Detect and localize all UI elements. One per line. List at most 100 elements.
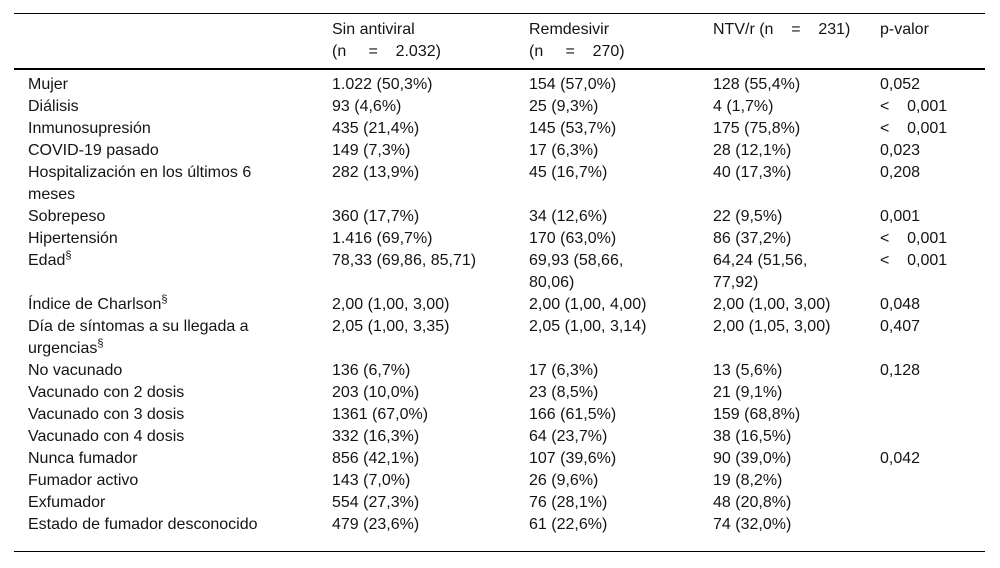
table-row: Hipertensión 1.416 (69,7%) 170 (63,0%) 86 (… xyxy=(14,228,985,250)
col-header-ntvr: NTV/r (n = 231) xyxy=(713,13,880,70)
cell-p-valor xyxy=(880,470,985,492)
row-label-text: Vacunado con 3 dosis xyxy=(28,406,185,423)
cell-remdesivir: 26 (9,6%) xyxy=(529,472,599,489)
cell-p-valor: 0,001 xyxy=(880,208,921,225)
table-row: No vacunado 136 (6,7%) 17 (6,3%) 13 (5,6%) 0… xyxy=(14,360,985,382)
cell-remdesivir: 17 (6,3%) xyxy=(529,142,599,159)
cell-sin-antiviral: 203 (10,0%) xyxy=(332,384,420,401)
cell-sin-antiviral: 136 (6,7%) xyxy=(332,362,411,379)
row-label-text: Vacunado con 4 dosis xyxy=(28,428,185,445)
cell-p-valor xyxy=(880,492,985,514)
cell-sin-antiviral: 479 (23,6%) xyxy=(332,516,420,533)
row-label: Vacunado con 3 dosis xyxy=(14,404,332,426)
row-label: Sobrepeso xyxy=(14,206,332,228)
cell-sin-antiviral: 143 (7,0%) xyxy=(332,472,411,489)
cell-sin-antiviral: 435 (21,4%) xyxy=(332,120,420,137)
cell-sin-antiviral: 1.416 (69,7%) xyxy=(332,230,433,247)
baseline-characteristics-table: Sin antiviral (n = 2.032) Remdesivir (n … xyxy=(14,13,985,552)
cell-remdesivir: 170 (63,0%) xyxy=(529,230,617,247)
cell-ntvr: 48 (20,8%) xyxy=(713,494,792,511)
cell-p-valor: < 0,001 xyxy=(880,120,948,137)
row-label-text: Hospitalización en los últimos 6 meses xyxy=(28,164,256,203)
cell-ntvr: 22 (9,5%) xyxy=(713,208,783,225)
table-container: Sin antiviral (n = 2.032) Remdesivir (n … xyxy=(14,13,985,552)
cell-ntvr: 128 (55,4%) xyxy=(713,76,801,93)
cell-remdesivir: 25 (9,3%) xyxy=(529,98,599,115)
cell-ntvr: 38 (16,5%) xyxy=(713,428,792,445)
table-row: COVID-19 pasado 149 (7,3%) 17 (6,3%) 28 (12… xyxy=(14,140,985,162)
cell-ntvr: 4 (1,7%) xyxy=(713,98,774,115)
cell-remdesivir: 2,00 (1,00, 4,00) xyxy=(529,296,647,313)
cell-p-valor xyxy=(880,382,985,404)
section-symbol: § xyxy=(97,337,104,350)
table-body: Mujer 1.022 (50,3%) 154 (57,0%) 128 (55,4%)… xyxy=(14,69,985,552)
table-row: Vacunado con 4 dosis 332 (16,3%) 64 (23,7%… xyxy=(14,426,985,448)
cell-sin-antiviral: 1361 (67,0%) xyxy=(332,406,429,423)
cell-sin-antiviral: 93 (4,6%) xyxy=(332,98,402,115)
table-row: Hospitalización en los últimos 6 meses 28… xyxy=(14,162,985,206)
cell-remdesivir: 64 (23,7%) xyxy=(529,428,608,445)
cell-sin-antiviral: 360 (17,7%) xyxy=(332,208,420,225)
cell-ntvr: 40 (17,3%) xyxy=(713,164,792,181)
row-label: Edad§ xyxy=(14,250,332,294)
table-row: Vacunado con 3 dosis 1361 (67,0%) 166 (61,… xyxy=(14,404,985,426)
table-row: Inmunosupresión 435 (21,4%) 145 (53,7%) 175… xyxy=(14,118,985,140)
cell-p-valor: < 0,001 xyxy=(880,98,948,115)
table-row: Sobrepeso 360 (17,7%) 34 (12,6%) 22 (9,5%) 0… xyxy=(14,206,985,228)
col-header-sin-antiviral: Sin antiviral (n = 2.032) xyxy=(332,13,529,70)
cell-sin-antiviral: 2,05 (1,00, 3,35) xyxy=(332,318,450,335)
cell-ntvr: 19 (8,2%) xyxy=(713,472,783,489)
cell-p-valor xyxy=(880,404,985,426)
row-label-text: Edad xyxy=(28,252,66,269)
cell-p-valor: 0,208 xyxy=(880,164,921,181)
table-row: Fumador activo 143 (7,0%) 26 (9,6%) 19 (8,2… xyxy=(14,470,985,492)
row-label-text: Día de síntomas a su llegada a urgencias xyxy=(28,318,254,357)
cell-sin-antiviral: 282 (13,9%) xyxy=(332,164,420,181)
row-label-text: Índice de Charlson xyxy=(28,296,162,313)
cell-p-valor: 0,023 xyxy=(880,142,921,159)
cell-p-valor: < 0,001 xyxy=(880,230,948,247)
cell-sin-antiviral: 2,00 (1,00, 3,00) xyxy=(332,296,450,313)
cell-remdesivir: 23 (8,5%) xyxy=(529,384,599,401)
row-label: COVID-19 pasado xyxy=(14,140,332,162)
row-label: Inmunosupresión xyxy=(14,118,332,140)
table-header: Sin antiviral (n = 2.032) Remdesivir (n … xyxy=(14,13,985,70)
table-row: Día de síntomas a su llegada a urgencias… xyxy=(14,316,985,360)
cell-remdesivir: 2,05 (1,00, 3,14) xyxy=(529,318,647,335)
cell-p-valor: 0,052 xyxy=(880,76,921,93)
table-row: Exfumador 554 (27,3%) 76 (28,1%) 48 (20,8%) xyxy=(14,492,985,514)
cell-ntvr: 28 (12,1%) xyxy=(713,142,792,159)
cell-remdesivir: 69,93 (58,66, 80,06) xyxy=(529,252,628,291)
cell-p-valor: 0,048 xyxy=(880,296,921,313)
row-label: Nunca fumador xyxy=(14,448,332,470)
row-label: Índice de Charlson§ xyxy=(14,294,332,316)
row-label-text: No vacunado xyxy=(28,362,123,379)
cell-ntvr: 175 (75,8%) xyxy=(713,120,801,137)
cell-remdesivir: 145 (53,7%) xyxy=(529,120,617,137)
cell-remdesivir: 34 (12,6%) xyxy=(529,208,608,225)
row-label: Mujer xyxy=(14,69,332,96)
col-header-remdesivir: Remdesivir (n = 270) xyxy=(529,13,713,70)
cell-p-valor: 0,128 xyxy=(880,362,921,379)
row-label: Vacunado con 4 dosis xyxy=(14,426,332,448)
cell-ntvr: 90 (39,0%) xyxy=(713,450,792,467)
row-label: Hipertensión xyxy=(14,228,332,250)
cell-sin-antiviral: 78,33 (69,86, 85,71) xyxy=(332,252,477,269)
row-label: No vacunado xyxy=(14,360,332,382)
cell-sin-antiviral: 856 (42,1%) xyxy=(332,450,420,467)
cell-sin-antiviral: 149 (7,3%) xyxy=(332,142,411,159)
row-label-text: Nunca fumador xyxy=(28,450,138,467)
cell-ntvr: 21 (9,1%) xyxy=(713,384,783,401)
table-row: Diálisis 93 (4,6%) 25 (9,3%) 4 (1,7%) < 0,00… xyxy=(14,96,985,118)
cell-sin-antiviral: 332 (16,3%) xyxy=(332,428,420,445)
row-label-text: Estado de fumador desconocido xyxy=(28,516,258,533)
cell-remdesivir: 45 (16,7%) xyxy=(529,164,608,181)
cell-remdesivir: 61 (22,6%) xyxy=(529,516,608,533)
cell-ntvr: 159 (68,8%) xyxy=(713,406,801,423)
section-symbol: § xyxy=(161,293,168,306)
row-label-text: Exfumador xyxy=(28,494,106,511)
row-label: Estado de fumador desconocido xyxy=(14,514,332,552)
table-row: Edad§ 78,33 (69,86, 85,71) 69,93 (58,66, 8… xyxy=(14,250,985,294)
cell-p-valor xyxy=(880,426,985,448)
table-row: Vacunado con 2 dosis 203 (10,0%) 23 (8,5%)… xyxy=(14,382,985,404)
